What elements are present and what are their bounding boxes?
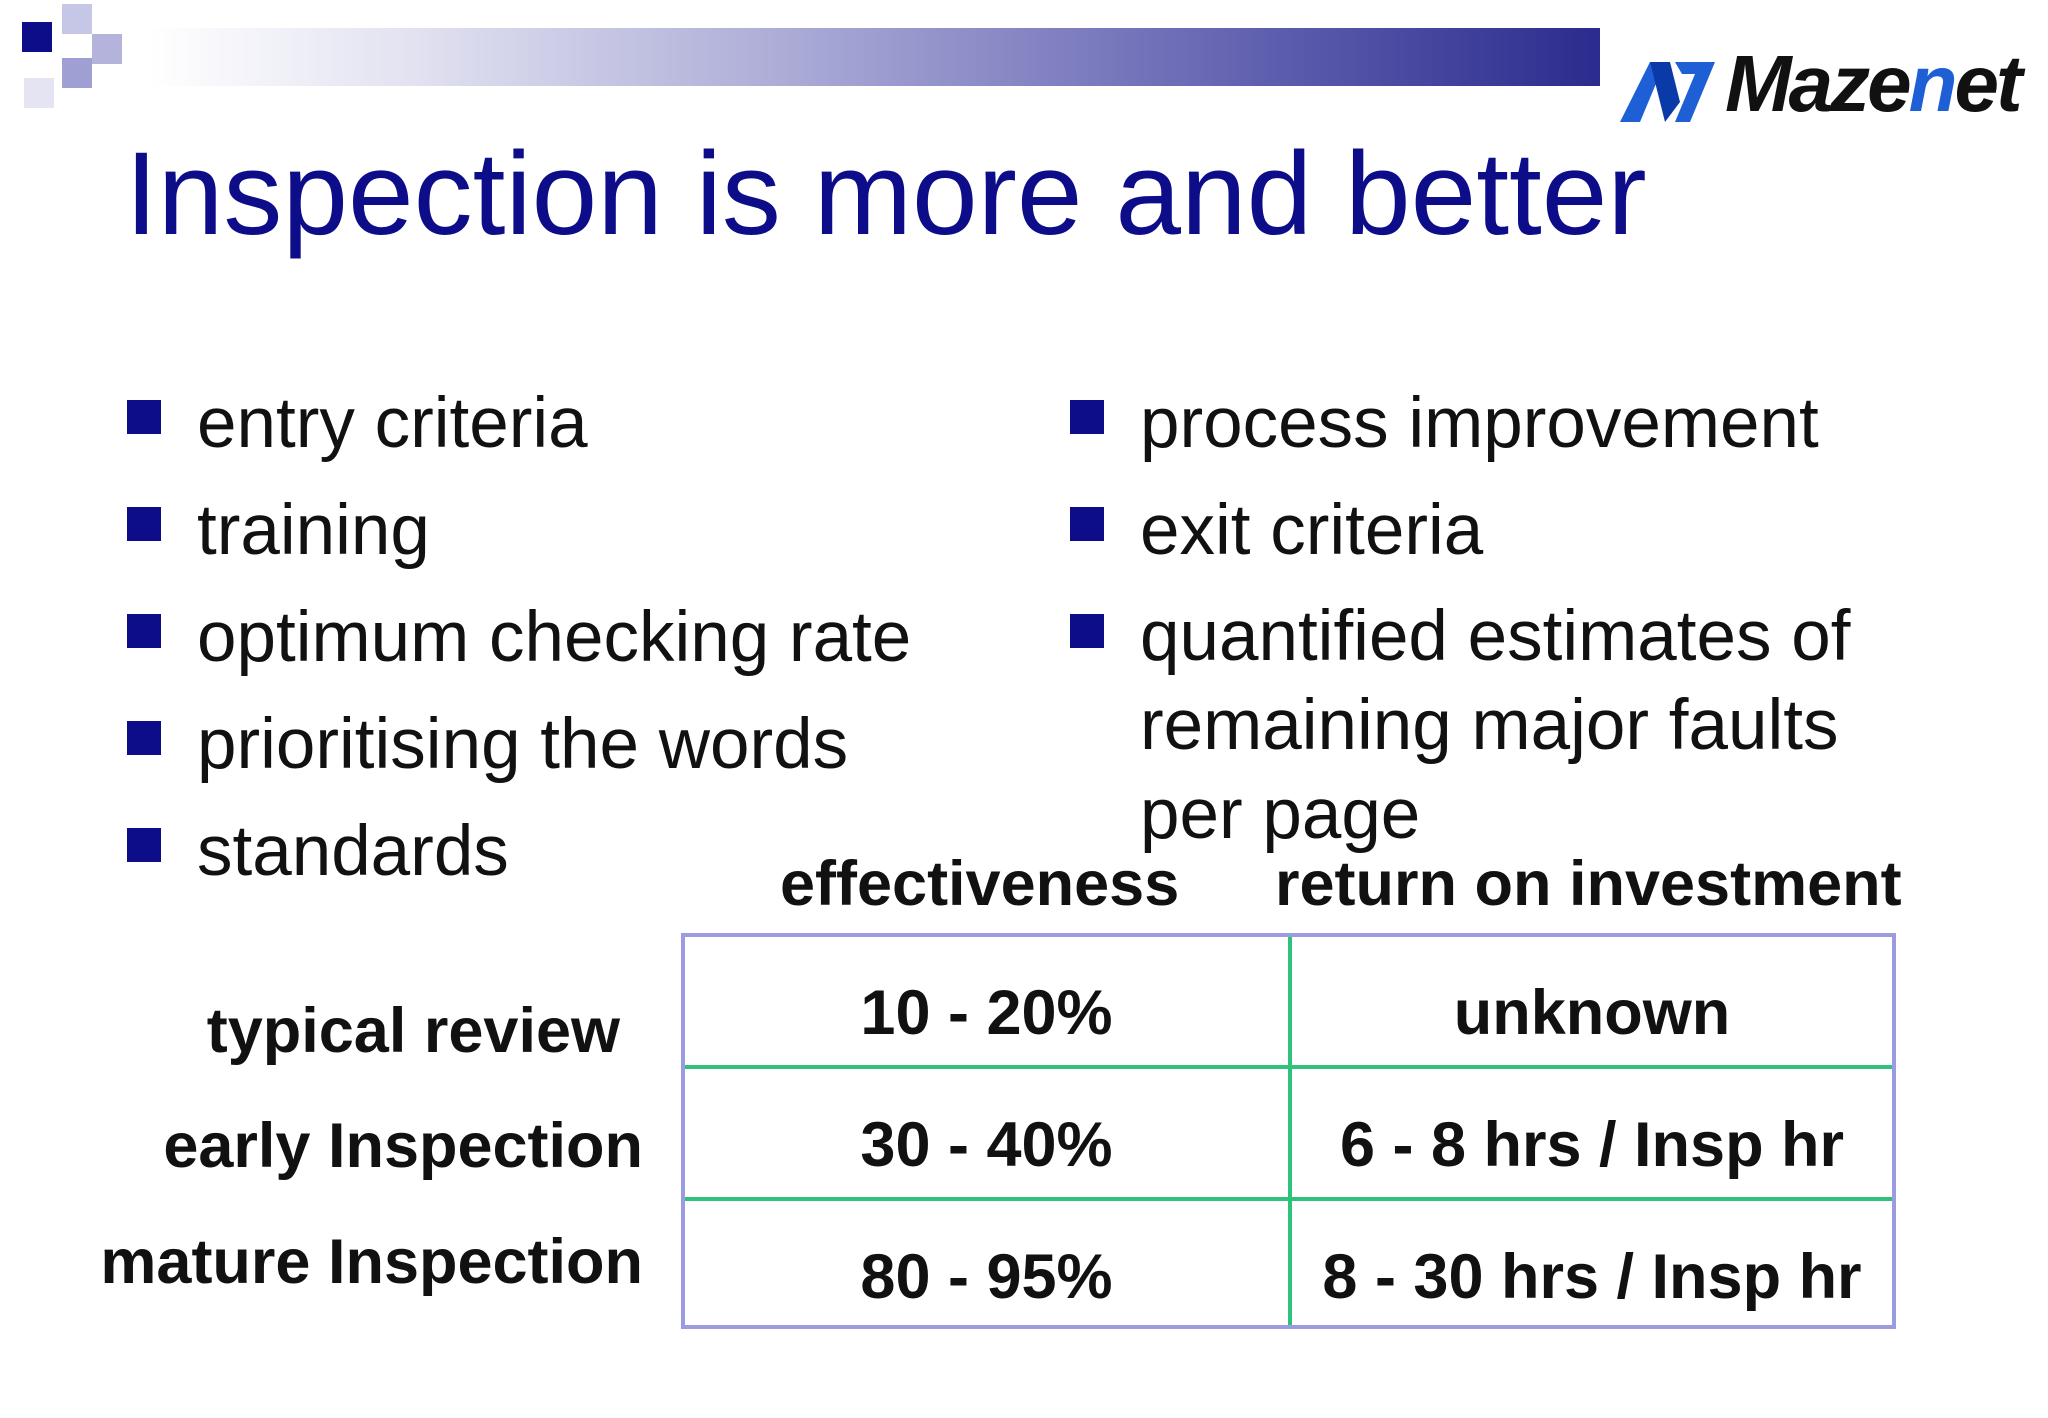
- square-bullet-icon: [127, 614, 161, 648]
- header-gradient-bar: [150, 28, 1600, 86]
- mazenet-logo: Mazenet: [1620, 39, 2030, 128]
- slide-title: Inspection is more and better: [125, 128, 1647, 260]
- table-row-divider: [685, 1065, 1892, 1069]
- bullet-item: standards: [127, 806, 911, 913]
- header-effectiveness: effectiveness: [780, 849, 1180, 919]
- square-bullet-icon: [1070, 400, 1104, 434]
- cell-roi-mature: 8 - 30 hrs / Insp hr: [1322, 1242, 1862, 1312]
- results-table: 10 - 20% unknown 30 - 40% 6 - 8 hrs / In…: [681, 933, 1896, 1329]
- cell-effectiveness-mature: 80 - 95%: [860, 1242, 1113, 1312]
- row-label-typical-review: typical review: [206, 996, 620, 1066]
- bullet-item: entry criteria: [127, 378, 911, 485]
- bullet-item: exit criteria: [1070, 485, 1960, 592]
- left-bullet-list: entry criteria training optimum checking…: [127, 378, 911, 913]
- bullet-item: prioritising the words: [127, 699, 911, 806]
- square-bullet-icon: [127, 828, 161, 862]
- square-bullet-icon: [127, 721, 161, 755]
- logo-mark-icon: [1620, 62, 1715, 122]
- square-bullet-icon: [1070, 507, 1104, 541]
- square-bullet-icon: [1070, 614, 1104, 648]
- cell-roi-early: 6 - 8 hrs / Insp hr: [1339, 1110, 1845, 1180]
- right-bullet-list: process improvement exit criteria quanti…: [1070, 378, 1960, 859]
- bullet-item: quantified estimates of remaining major …: [1070, 592, 1960, 859]
- cell-effectiveness-typical: 10 - 20%: [860, 978, 1113, 1048]
- table-row-divider: [685, 1197, 1892, 1201]
- header-roi: return on investment: [1275, 849, 1902, 919]
- row-label-early-inspection: early Inspection: [163, 1111, 643, 1181]
- square-bullet-icon: [127, 400, 161, 434]
- square-bullet-icon: [127, 507, 161, 541]
- bullet-item: training: [127, 485, 911, 592]
- bullet-item: process improvement: [1070, 378, 1960, 485]
- cell-effectiveness-early: 30 - 40%: [860, 1110, 1113, 1180]
- bullet-item: optimum checking rate: [127, 592, 911, 699]
- cell-roi-typical: unknown: [1453, 978, 1731, 1048]
- logo-wordmark: Mazenet: [1725, 39, 2023, 128]
- table-column-divider: [1288, 937, 1292, 1325]
- corner-decoration: [0, 0, 160, 120]
- row-label-mature-inspection: mature Inspection: [100, 1227, 643, 1297]
